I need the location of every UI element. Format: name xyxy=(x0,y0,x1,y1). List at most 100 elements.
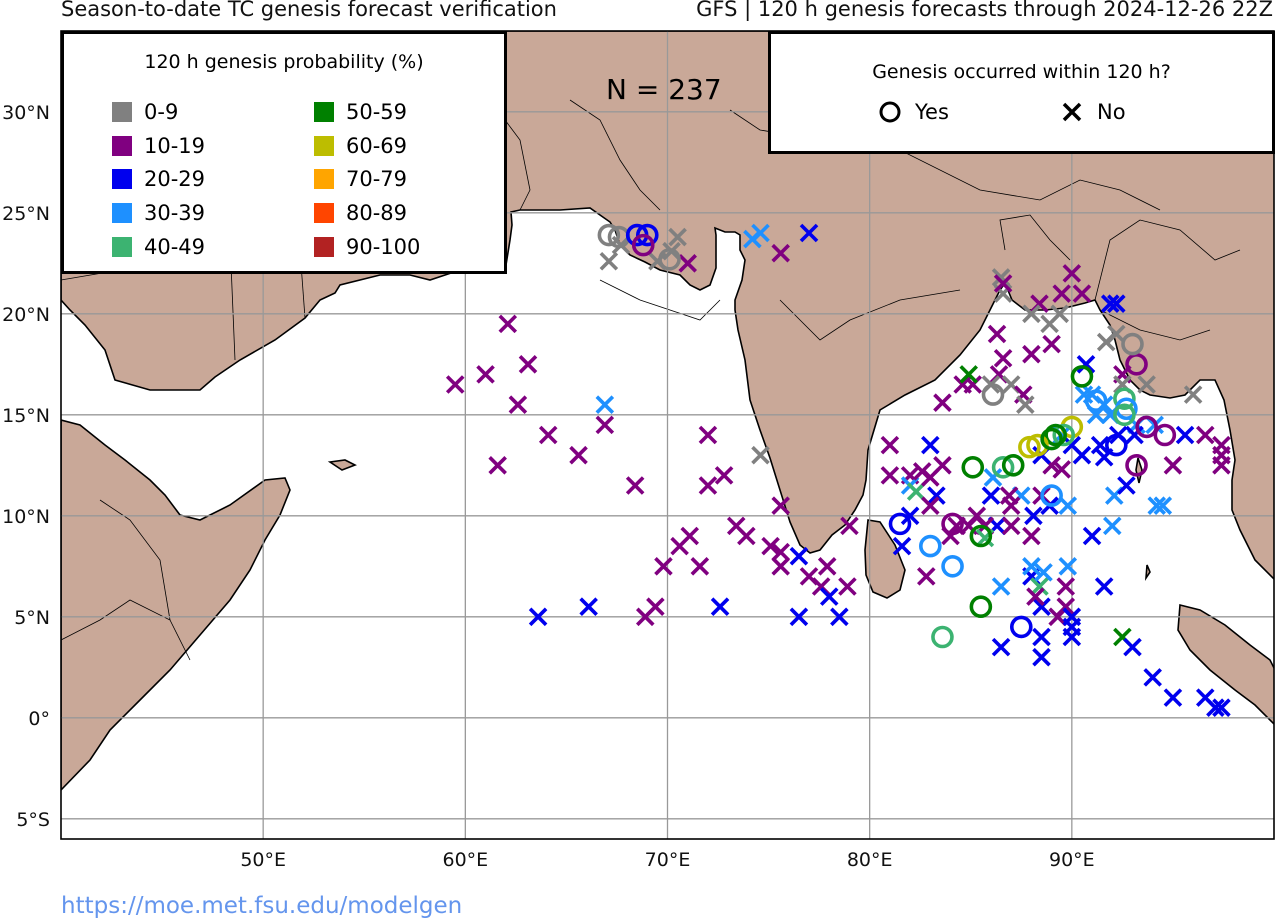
no-genesis-marker xyxy=(993,274,1013,293)
no-genesis-marker xyxy=(508,395,528,414)
no-genesis-marker xyxy=(1074,385,1094,404)
no-genesis-marker xyxy=(698,476,718,495)
legend-label: 40-49 xyxy=(144,234,206,259)
genesis-marker xyxy=(631,233,655,257)
map-subtitle: GFS | 120 h genesis forecasts through 20… xyxy=(696,0,1273,21)
no-genesis-marker xyxy=(1147,496,1167,515)
genesis-marker xyxy=(1125,352,1148,376)
no-genesis-marker xyxy=(1026,587,1045,606)
no-genesis-marker xyxy=(991,577,1011,596)
no-genesis-marker xyxy=(698,425,718,445)
no-genesis-marker xyxy=(1030,577,1049,596)
no-genesis-marker xyxy=(710,597,730,616)
no-genesis-marker xyxy=(1062,264,1082,283)
legend-label: 90-100 xyxy=(346,234,421,259)
no-genesis-marker xyxy=(1175,425,1195,445)
no-genesis-marker xyxy=(1058,557,1078,576)
legend-label: 30-39 xyxy=(144,201,206,226)
no-genesis-marker xyxy=(1001,516,1021,536)
no-genesis-marker xyxy=(1050,304,1069,324)
no-genesis-marker xyxy=(488,456,507,475)
no-genesis-marker xyxy=(880,435,900,455)
outcome-no-label: No xyxy=(1097,100,1126,124)
no-genesis-marker xyxy=(1163,456,1183,475)
map-title: Season-to-date TC genesis forecast verif… xyxy=(61,0,557,21)
legend-item-90-100: 90-100 xyxy=(314,235,420,259)
no-genesis-marker xyxy=(1052,284,1071,303)
no-genesis-marker xyxy=(892,536,912,556)
no-genesis-marker xyxy=(1052,460,1071,479)
legend-item-10-19: 10-19 xyxy=(112,134,205,158)
no-genesis-marker xyxy=(1022,526,1041,546)
outcome-legend-title: Genesis occurred within 120 h? xyxy=(872,61,1171,83)
no-genesis-marker xyxy=(1042,334,1061,354)
legend-label: 80-89 xyxy=(346,201,408,226)
y-tick-label: 0° xyxy=(28,708,50,730)
legend-swatch xyxy=(112,203,132,224)
outcome-no-item: No xyxy=(1061,100,1126,124)
source-link[interactable]: https://moe.met.fsu.edu/modelgen xyxy=(61,893,463,919)
legend-item-70-79: 70-79 xyxy=(314,167,407,191)
genesis-marker xyxy=(969,524,993,548)
land-socotra xyxy=(327,459,357,471)
genesis-marker xyxy=(1001,453,1025,477)
no-genesis-marker xyxy=(1107,324,1126,344)
legend-swatch xyxy=(314,102,334,122)
no-genesis-marker xyxy=(771,542,790,562)
no-genesis-marker xyxy=(690,557,710,576)
no-genesis-marker xyxy=(668,227,687,247)
no-genesis-marker xyxy=(927,486,946,505)
legend-swatch xyxy=(112,135,132,156)
legend-swatch xyxy=(314,169,334,190)
no-genesis-marker xyxy=(991,637,1011,657)
axis-ticks: 50°E 60°E 70°E 80°E 90°E 30°N 25°N 20°N 15°N 10°N… xyxy=(2,102,1095,871)
land-sri-lanka xyxy=(864,519,906,599)
genesis-marker xyxy=(991,456,1015,479)
no-genesis-marker xyxy=(1056,577,1076,596)
no-genesis-marker xyxy=(1016,395,1035,414)
no-genesis-marker xyxy=(933,456,952,475)
probability-legend-title: 120 h genesis probability (%) xyxy=(144,51,424,73)
no-genesis-marker xyxy=(476,365,495,384)
no-genesis-marker xyxy=(912,462,932,481)
genesis-marker xyxy=(658,247,681,271)
genesis-marker xyxy=(1026,433,1049,457)
no-genesis-marker xyxy=(1082,526,1102,546)
probability-legend: 120 h genesis probability (%) 0-9 10-19 20… xyxy=(61,31,507,274)
legend-swatch xyxy=(314,236,334,257)
no-genesis-marker xyxy=(1032,627,1051,647)
no-genesis-marker xyxy=(1076,355,1096,374)
no-genesis-marker xyxy=(625,476,645,495)
no-genesis-marker xyxy=(678,254,697,273)
genesis-marker xyxy=(1040,484,1063,507)
no-genesis-marker xyxy=(737,526,756,546)
no-genesis-marker xyxy=(670,536,689,556)
no-genesis-marker xyxy=(830,607,849,627)
genesis-marker xyxy=(888,512,912,536)
no-genesis-marker xyxy=(1125,425,1144,445)
x-tick-label: 70°E xyxy=(645,849,691,871)
no-genesis-marker xyxy=(1212,698,1231,717)
no-genesis-marker xyxy=(1022,304,1041,324)
no-genesis-marker xyxy=(1143,668,1162,687)
legend-item-50-59: 50-59 xyxy=(314,100,407,124)
no-genesis-marker xyxy=(1058,496,1078,515)
genesis-marker xyxy=(1113,403,1136,427)
legend-label: 60-69 xyxy=(346,133,408,158)
genesis-marker xyxy=(941,512,964,536)
no-genesis-marker xyxy=(789,607,809,627)
no-genesis-marker xyxy=(599,252,619,271)
legend-item-0-9: 0-9 xyxy=(112,100,178,124)
no-genesis-marker xyxy=(917,567,936,586)
outcome-yes-item: Yes xyxy=(879,100,949,124)
no-genesis-marker xyxy=(880,466,900,485)
no-genesis-marker xyxy=(771,557,790,576)
outcome-yes-label: Yes xyxy=(915,100,949,124)
genesis-marker xyxy=(1009,615,1033,639)
no-genesis-marker xyxy=(1100,294,1120,313)
land-nicobar-islands xyxy=(1144,564,1151,581)
legend-item-20-29: 20-29 xyxy=(112,167,205,191)
genesis-marker xyxy=(969,595,993,619)
cross-marker-icon xyxy=(1062,102,1082,122)
legend-item-80-89: 80-89 xyxy=(314,201,407,225)
